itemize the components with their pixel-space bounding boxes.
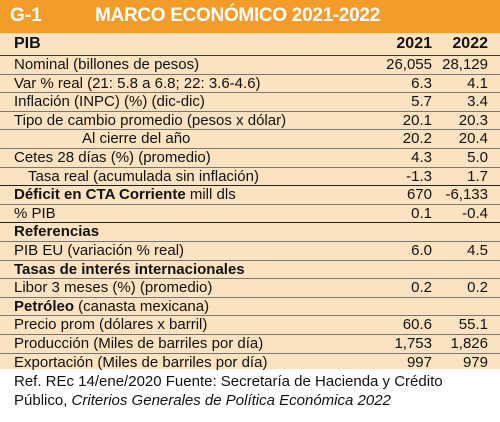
value-2021: 20.2 bbox=[402, 130, 432, 148]
value-2021: 5.7 bbox=[411, 93, 432, 111]
table-row: PIB EU (variación % real) 6.0 4.5 bbox=[0, 242, 500, 261]
row-label: Cetes 28 días (%) (promedio) bbox=[14, 148, 211, 166]
table-row: Déficit en CTA Corriente mill dls 670 -6… bbox=[0, 186, 500, 205]
row-label: Déficit en CTA Corriente mill dls bbox=[14, 186, 236, 204]
section-label: Tasas de interés internacionales bbox=[14, 260, 245, 278]
row-label: Precio prom (dólares x barril) bbox=[14, 316, 208, 334]
table-title: MARCO ECONÓMICO 2021-2022 bbox=[95, 5, 380, 26]
section-label: Petróleo (canasta mexicana) bbox=[14, 298, 209, 316]
row-label: Tasa real (acumulada sin inflación) bbox=[28, 167, 259, 185]
value-2022: 1,826 bbox=[450, 334, 488, 352]
value-2022: -6,133 bbox=[445, 186, 488, 204]
row-label: Producción (Miles de barriles por día) bbox=[14, 334, 264, 352]
row-label-rest: mill dls bbox=[185, 186, 236, 204]
value-2022: 28,129 bbox=[442, 56, 488, 73]
table-row: Exportación (Miles de barriles por día) … bbox=[0, 354, 500, 372]
row-label: % PIB bbox=[14, 204, 56, 222]
table-row: Inflación (INPC) (%) (dic-dic) 5.7 3.4 bbox=[0, 93, 500, 112]
table-code: G-1 bbox=[10, 5, 42, 26]
table-row: Precio prom (dólares x barril) 60.6 55.1 bbox=[0, 316, 500, 335]
value-2022: 5.0 bbox=[467, 148, 488, 166]
value-2022: 4.1 bbox=[467, 74, 488, 92]
table-row: Cetes 28 días (%) (promedio) 4.3 5.0 bbox=[0, 149, 500, 168]
table-header-bar: G-1 MARCO ECONÓMICO 2021-2022 bbox=[0, 0, 500, 33]
footnote-plain: Público, bbox=[14, 392, 72, 409]
value-2021: 6.3 bbox=[411, 74, 432, 92]
value-2021: 997 bbox=[406, 353, 432, 371]
year-2022-header: 2022 bbox=[452, 35, 488, 52]
table-row: Tasa real (acumulada sin inflación) -1.3… bbox=[0, 168, 500, 187]
row-label: Exportación (Miles de barriles por día) bbox=[14, 353, 268, 371]
footnote-line-1: Ref. REc 14/ene/2020 Fuente: Secretaría … bbox=[14, 373, 443, 390]
row-label: Inflación (INPC) (%) (dic-dic) bbox=[14, 93, 205, 111]
footnote-line-2: Público, Criterios Generales de Política… bbox=[14, 391, 494, 410]
value-2022: 4.5 bbox=[467, 241, 488, 259]
value-2021: 20.1 bbox=[402, 111, 432, 129]
row-label: Libor 3 meses (%) (promedio) bbox=[14, 279, 213, 297]
table-row: Nominal (billones de pesos) 26,055 28,12… bbox=[0, 56, 500, 75]
value-2022: 1.7 bbox=[467, 167, 488, 185]
value-2021: 6.0 bbox=[411, 241, 432, 259]
value-2021: 0.2 bbox=[411, 279, 432, 297]
value-2022: 20.4 bbox=[458, 130, 488, 148]
value-2021: 4.3 bbox=[411, 148, 432, 166]
value-2022: -0.4 bbox=[462, 204, 488, 222]
value-2021: 26,055 bbox=[386, 56, 432, 73]
row-label-bold: Déficit en CTA Corriente bbox=[14, 186, 186, 204]
value-2022: 0.2 bbox=[467, 279, 488, 297]
row-label: Var % real (21: 5.8 a 6.8; 22: 3.6-4.6) bbox=[14, 74, 261, 92]
row-label: PIB EU (variación % real) bbox=[14, 241, 185, 259]
value-2021: -1.3 bbox=[406, 167, 432, 185]
row-label: Al cierre del año bbox=[82, 130, 191, 148]
economic-framework-table: PIB 2021 2022 Nominal (billones de pesos… bbox=[0, 33, 500, 372]
value-2021: 0.1 bbox=[411, 204, 432, 222]
footnote-italic: Criterios Generales de Política Económic… bbox=[71, 392, 391, 409]
section-label-rest: (canasta mexicana) bbox=[74, 297, 210, 315]
row-label: Nominal (billones de pesos) bbox=[14, 56, 200, 73]
value-2021: 60.6 bbox=[402, 316, 432, 334]
year-2021-header: 2021 bbox=[396, 35, 432, 52]
table-row: Var % real (21: 5.8 a 6.8; 22: 3.6-4.6) … bbox=[0, 75, 500, 94]
section-label: Referencias bbox=[14, 223, 100, 241]
source-footnote: Ref. REc 14/ene/2020 Fuente: Secretaría … bbox=[14, 372, 494, 410]
column-header-row: PIB 2021 2022 bbox=[0, 33, 500, 56]
table-row: % PIB 0.1 -0.4 bbox=[0, 205, 500, 224]
value-2022: 20.3 bbox=[458, 111, 488, 129]
value-2021: 1,753 bbox=[394, 334, 432, 352]
value-2021: 670 bbox=[406, 186, 432, 204]
section-heading: Tasas de interés internacionales bbox=[0, 261, 500, 280]
row-label: Tipo de cambio promedio (pesos x dólar) bbox=[14, 111, 287, 129]
table-row: Tipo de cambio promedio (pesos x dólar) … bbox=[0, 112, 500, 131]
section-label-bold: Petróleo bbox=[14, 297, 75, 315]
value-2022: 55.1 bbox=[458, 316, 488, 334]
table-row: Producción (Miles de barriles por día) 1… bbox=[0, 335, 500, 354]
table-row: Libor 3 meses (%) (promedio) 0.2 0.2 bbox=[0, 279, 500, 298]
value-2022: 979 bbox=[462, 353, 488, 371]
section-heading: Referencias bbox=[0, 223, 500, 242]
value-2022: 3.4 bbox=[467, 93, 488, 111]
section-heading: Petróleo (canasta mexicana) bbox=[0, 298, 500, 317]
table-row: Al cierre del año 20.2 20.4 bbox=[0, 130, 500, 149]
pib-header: PIB bbox=[14, 35, 41, 52]
